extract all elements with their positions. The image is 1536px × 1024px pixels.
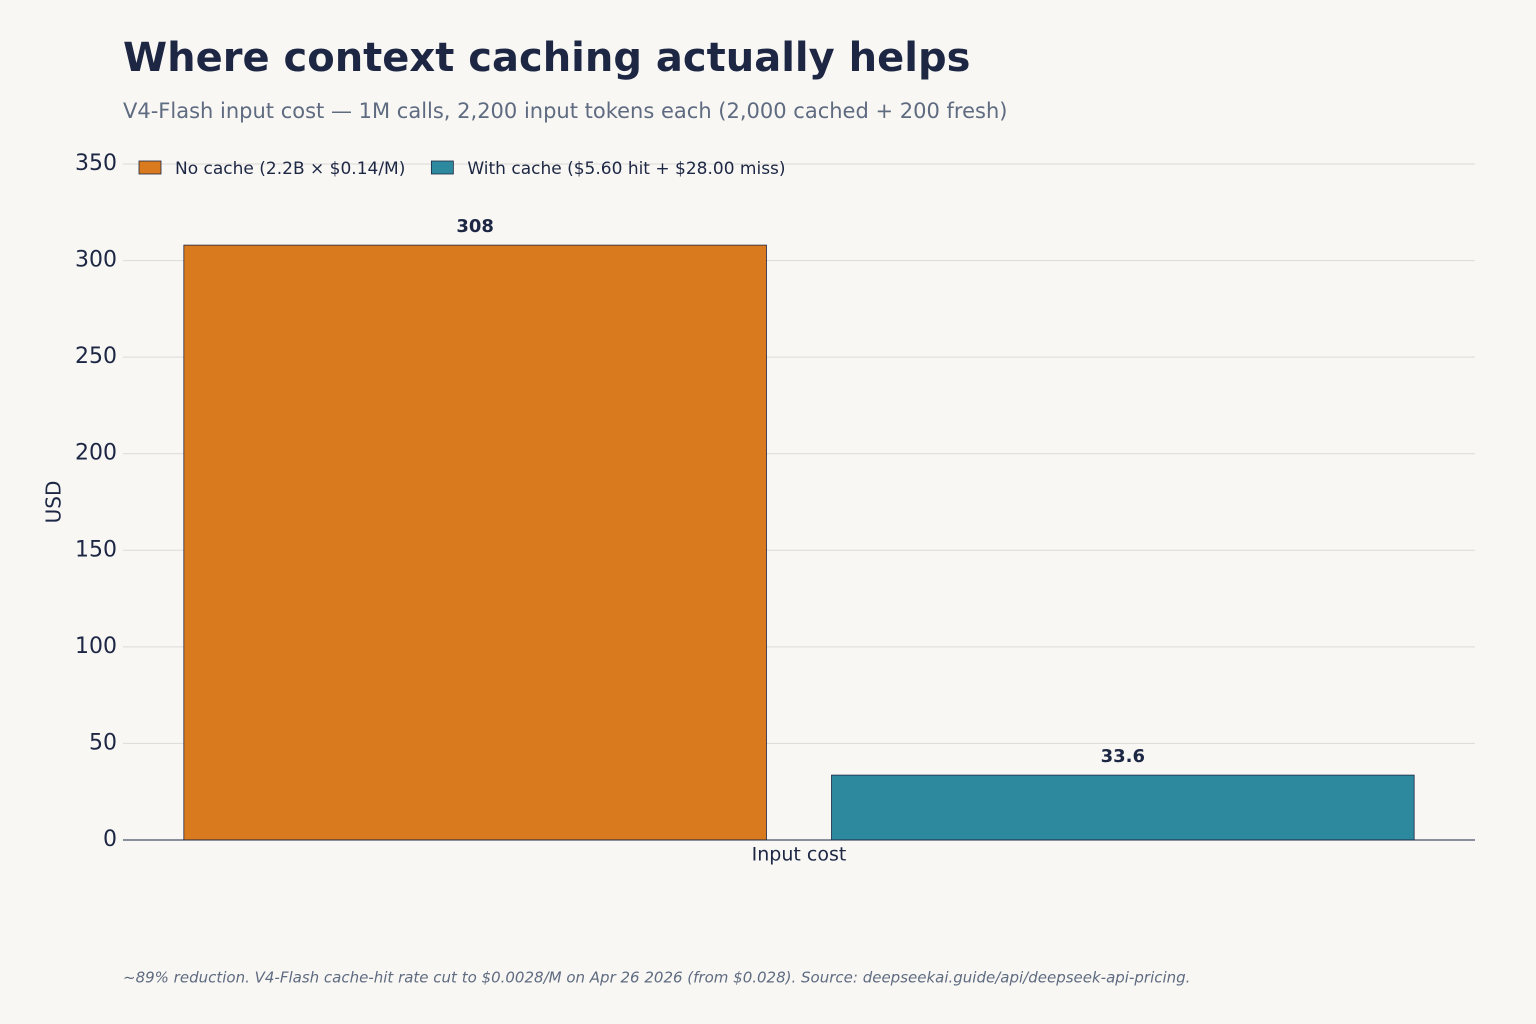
bar bbox=[183, 244, 767, 841]
legend-label: With cache ($5.60 hit + $28.00 miss) bbox=[467, 159, 785, 179]
y-tick-label: 100 bbox=[75, 634, 117, 659]
x-tick-label: Input cost bbox=[752, 844, 847, 866]
chart-title: Where context caching actually helps bbox=[123, 35, 970, 81]
bar bbox=[831, 774, 1415, 841]
legend-swatch bbox=[138, 160, 162, 175]
y-tick-label: 0 bbox=[103, 827, 117, 852]
chart-subtitle: V4-Flash input cost — 1M calls, 2,200 in… bbox=[123, 99, 1007, 123]
y-tick-label: 150 bbox=[75, 537, 117, 562]
data-label: 33.6 bbox=[1101, 746, 1145, 767]
y-tick-label: 350 bbox=[75, 151, 117, 176]
data-label: 308 bbox=[456, 216, 494, 237]
y-axis-label: USD bbox=[42, 481, 66, 524]
y-tick-label: 200 bbox=[75, 441, 117, 466]
y-tick-label: 50 bbox=[89, 730, 117, 755]
y-tick-label: 250 bbox=[75, 344, 117, 369]
footnote: ~89% reduction. V4-Flash cache-hit rate … bbox=[123, 969, 1190, 987]
y-tick-label: 300 bbox=[75, 248, 117, 273]
legend-label: No cache (2.2B × $0.14/M) bbox=[175, 159, 405, 179]
legend-swatch bbox=[430, 160, 454, 175]
